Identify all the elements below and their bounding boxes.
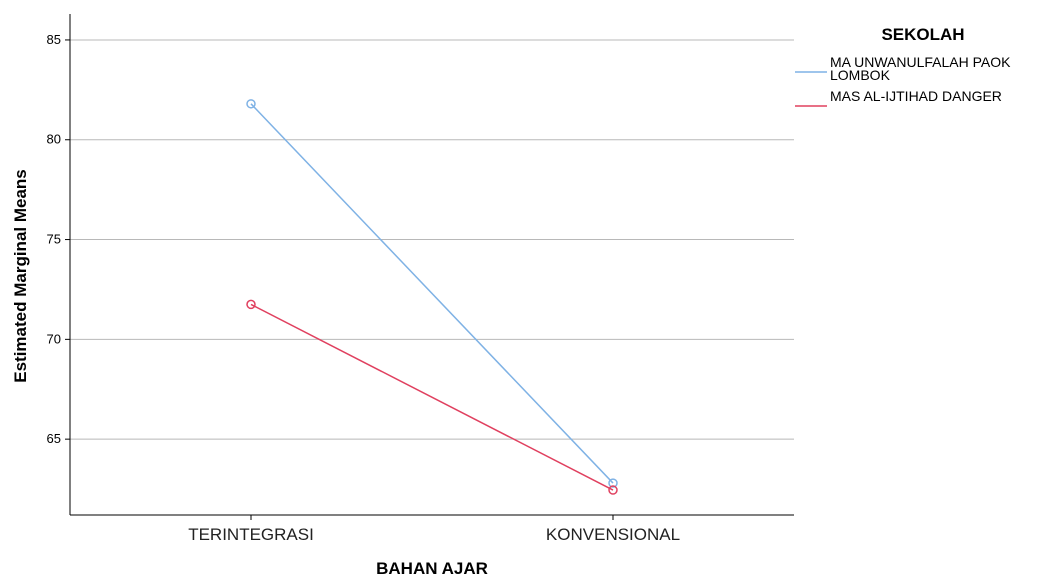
y-tick-label: 65 — [47, 431, 61, 446]
y-axis-ticks: 65 70 75 80 85 — [47, 32, 70, 446]
y-tick-label: 85 — [47, 32, 61, 47]
y-tick-label: 75 — [47, 232, 61, 247]
legend-label: MAS AL-IJTIHAD DANGER — [830, 88, 1002, 104]
y-tick-label: 70 — [47, 331, 61, 346]
series-line — [250, 103, 614, 484]
legend-label: LOMBOK — [830, 67, 891, 83]
axes — [69, 14, 794, 516]
data-point — [246, 99, 256, 109]
series-group — [246, 99, 618, 495]
data-point — [608, 478, 618, 488]
x-tick-label: TERINTEGRASI — [188, 525, 314, 544]
grid-lines — [70, 39, 794, 440]
x-axis-title: BAHAN AJAR — [376, 559, 488, 578]
series-line — [250, 303, 614, 491]
data-point — [246, 299, 256, 310]
legend-title: SEKOLAH — [881, 25, 964, 44]
legend-label: MA UNWANULFALAH PAOK — [830, 54, 1011, 70]
data-point — [608, 485, 618, 495]
y-tick-label: 80 — [47, 132, 61, 147]
x-axis-categories: TERINTEGRASI KONVENSIONAL — [188, 515, 680, 544]
x-tick-label: KONVENSIONAL — [546, 525, 680, 544]
y-axis-title: Estimated Marginal Means — [11, 169, 30, 383]
